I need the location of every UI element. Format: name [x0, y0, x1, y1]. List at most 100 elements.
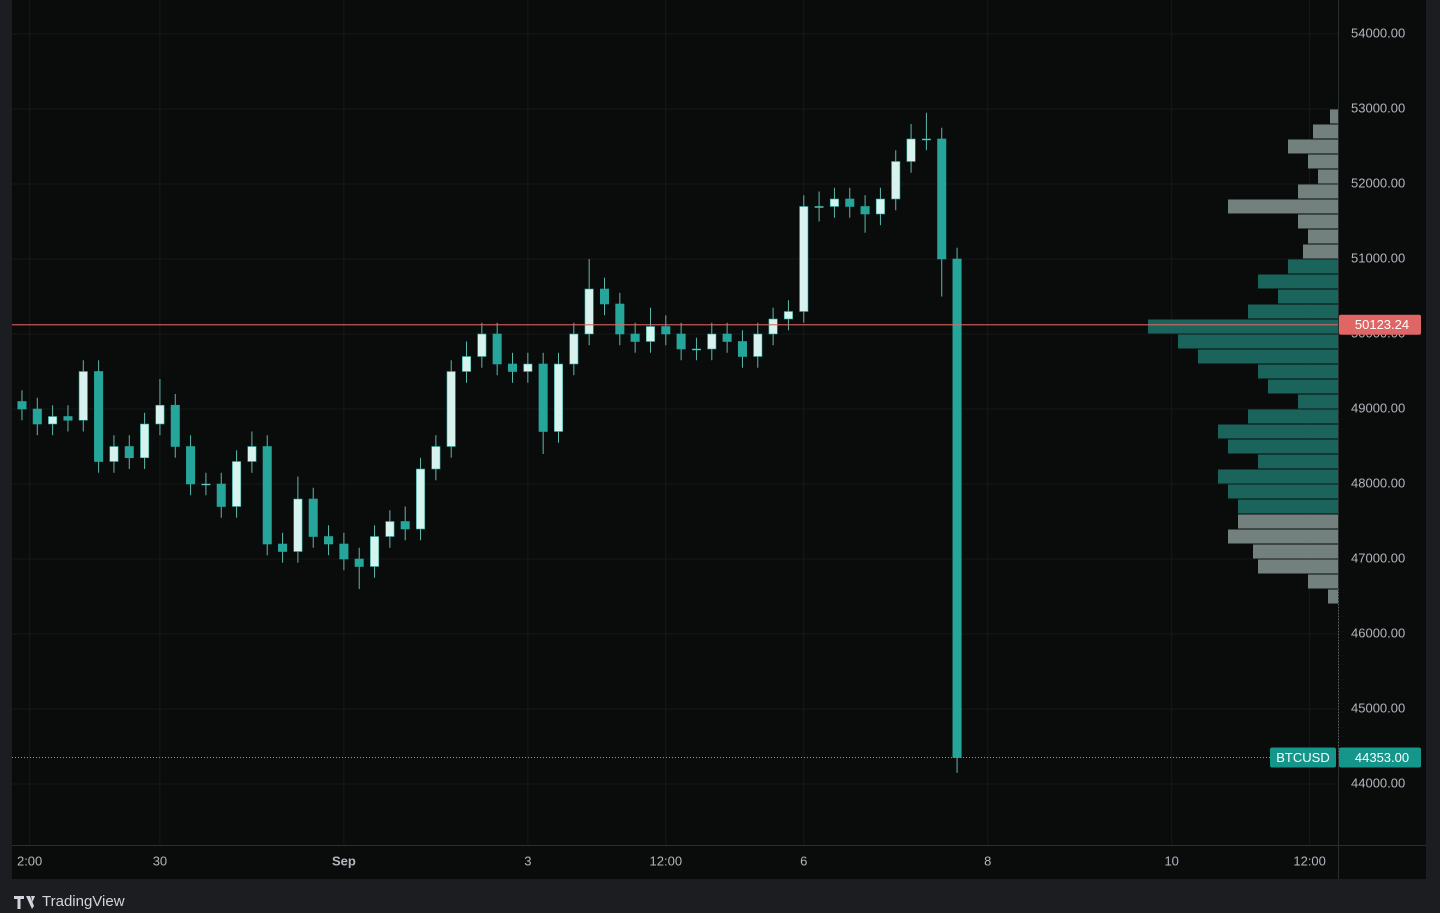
y-tick-label: 46000.00: [1351, 625, 1405, 640]
candle-body: [906, 138, 916, 162]
profile-bar: [1228, 199, 1338, 214]
candle-body: [63, 416, 73, 421]
candle-body: [783, 311, 793, 320]
candle-body: [32, 408, 42, 425]
profile-bar: [1298, 184, 1338, 199]
candle-body: [553, 363, 564, 432]
y-tick-label: 53000.00: [1351, 100, 1405, 115]
profile-bar: [1298, 214, 1338, 229]
price-line-label: 50123.24: [1355, 317, 1409, 332]
candle-body: [385, 521, 395, 537]
candle-body: [707, 333, 717, 350]
candle-body: [630, 333, 640, 342]
y-tick-label: 45000.00: [1351, 700, 1405, 715]
candle-body: [201, 483, 211, 486]
candle-body: [354, 558, 364, 567]
candle-body: [370, 536, 380, 567]
candle-body: [308, 498, 318, 537]
candle-body: [247, 446, 257, 462]
candle-body: [186, 446, 196, 485]
price-line-box: [1339, 314, 1421, 335]
profile-bar: [1330, 109, 1338, 124]
candle-body: [462, 356, 472, 372]
candle-body: [431, 446, 441, 470]
profile-bar: [1218, 469, 1338, 484]
x-tick-label: 2:00: [17, 853, 42, 868]
candle-body: [140, 423, 150, 459]
candle-body: [891, 161, 901, 200]
candles: [17, 112, 962, 773]
brand: TradingView: [42, 893, 125, 910]
candle-body: [538, 363, 548, 432]
candle-body: [278, 543, 288, 552]
profile-bar: [1148, 319, 1338, 334]
candle-body: [109, 446, 119, 462]
profile-bar: [1198, 349, 1338, 364]
profile-bar: [1258, 274, 1338, 289]
profile-bar: [1238, 514, 1338, 529]
y-tick-label: 44000.00: [1351, 775, 1405, 790]
candle-body: [232, 461, 242, 507]
candle-body: [339, 543, 349, 560]
candle-body: [324, 536, 334, 545]
symbol-box: [1270, 747, 1336, 768]
profile-bar: [1303, 244, 1338, 259]
candle-body: [584, 288, 594, 335]
symbol-label: BTCUSD: [1276, 750, 1329, 765]
profile-bar: [1248, 409, 1338, 424]
candle-body: [753, 333, 763, 357]
logo: [14, 896, 35, 909]
profile-bar: [1228, 439, 1338, 454]
candle-body: [814, 206, 824, 208]
y-tick-label: 54000.00: [1351, 25, 1405, 40]
x-tick-label: 3: [524, 853, 531, 868]
candle-body: [829, 198, 839, 207]
y-tick-label: 49000.00: [1351, 400, 1405, 415]
profile-bar: [1298, 394, 1338, 409]
profile-bar: [1313, 124, 1338, 139]
candle-body: [691, 348, 701, 351]
candle-body: [921, 138, 931, 141]
profile-bar: [1248, 304, 1338, 319]
profile-bar: [1228, 484, 1338, 499]
candle-body: [661, 326, 671, 335]
candle-body: [94, 371, 104, 462]
candle-body: [155, 404, 165, 425]
candle-body: [78, 371, 88, 421]
profile-bar: [1238, 499, 1338, 514]
candle-body: [676, 333, 686, 350]
y-tick-label: 47000.00: [1351, 550, 1405, 565]
y-tick-label: 51000.00: [1351, 250, 1405, 265]
chart-area: [12, 0, 1426, 879]
candle-body: [569, 333, 579, 365]
profile-bar: [1218, 424, 1338, 439]
candle-body: [737, 341, 747, 357]
x-tick-label: 30: [153, 853, 167, 868]
candle-body: [645, 326, 655, 342]
x-tick-label: 6: [800, 853, 807, 868]
candle-body: [937, 138, 947, 260]
candle-body: [507, 363, 518, 372]
y-tick-label: 52000.00: [1351, 175, 1405, 190]
candle-body: [768, 318, 778, 335]
footer: TradingView: [14, 893, 125, 910]
candle-body: [875, 198, 885, 215]
candle-body: [446, 371, 456, 447]
profile-bar: [1308, 154, 1338, 169]
candle-body: [492, 333, 502, 365]
x-tick-label: 10: [1164, 853, 1178, 868]
x-tick-label: 12:00: [650, 853, 683, 868]
candle-body: [262, 446, 272, 545]
profile-bar: [1288, 259, 1338, 274]
candle-body: [722, 333, 732, 342]
candle-body: [293, 498, 303, 552]
volume-profile: [1148, 109, 1338, 604]
candle-body: [860, 206, 870, 215]
profile-bar: [1258, 559, 1338, 574]
candle-body: [48, 416, 58, 425]
last-price-label: 44353.00: [1355, 750, 1409, 765]
candle-body: [845, 198, 855, 207]
profile-bar: [1258, 454, 1338, 469]
